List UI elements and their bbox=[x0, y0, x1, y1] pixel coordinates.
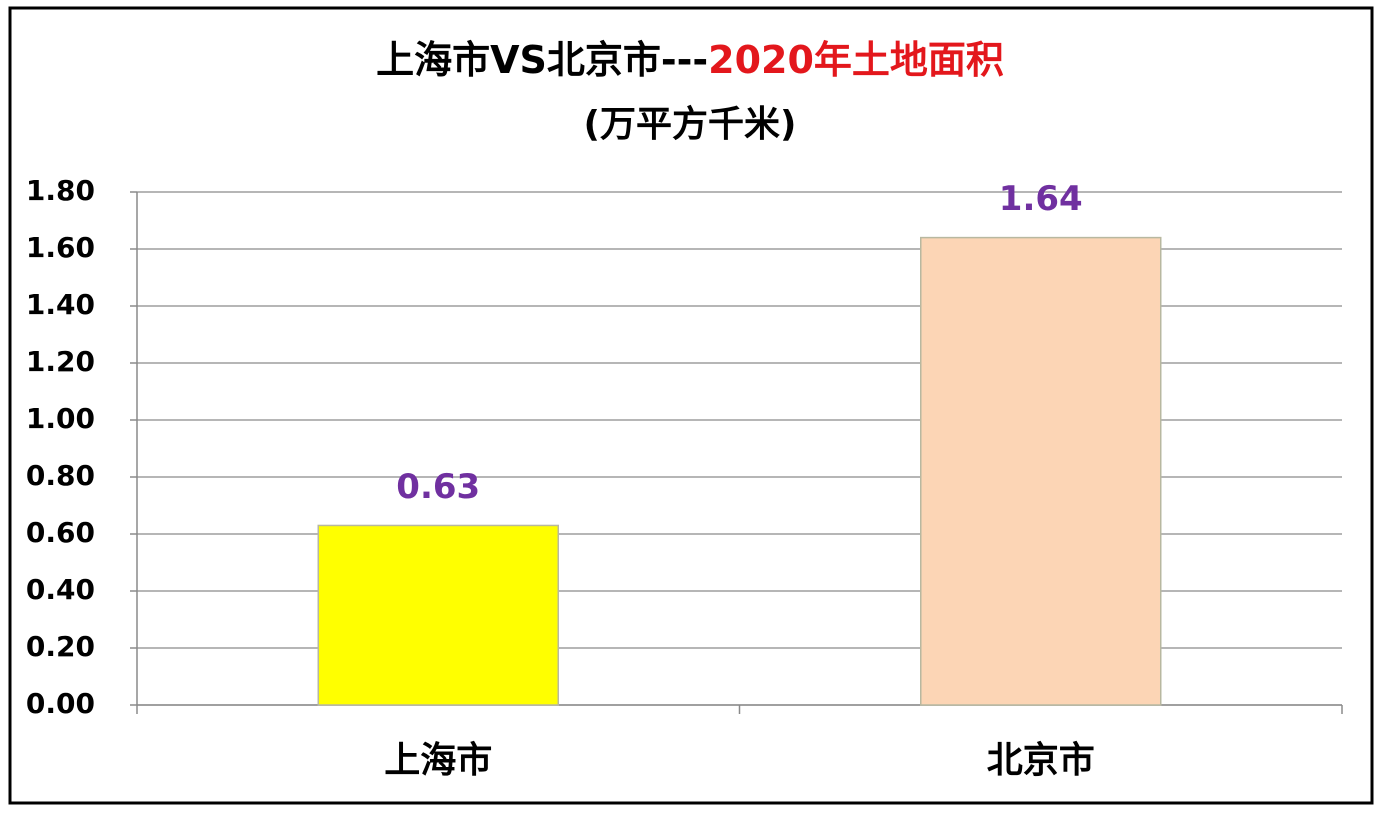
y-tick-label: 1.20 bbox=[26, 345, 95, 378]
y-tick-label: 1.40 bbox=[26, 288, 95, 321]
title-part: 2020年土地面积 bbox=[708, 38, 1004, 82]
y-tick-label: 0.60 bbox=[26, 516, 95, 549]
y-tick-label: 0.80 bbox=[26, 459, 95, 492]
x-tick-label: 北京市 bbox=[987, 739, 1095, 781]
y-tick-label: 1.80 bbox=[26, 174, 95, 207]
y-tick-label: 0.00 bbox=[26, 687, 95, 720]
x-tick-label: 上海市 bbox=[384, 740, 492, 781]
value-label: 0.63 bbox=[396, 467, 480, 507]
bar bbox=[920, 236, 1162, 706]
chart-subtitle: (万平方千米) bbox=[584, 104, 797, 145]
bar bbox=[317, 524, 559, 706]
y-tick-label: 0.20 bbox=[26, 630, 95, 663]
y-tick-label: 1.00 bbox=[26, 402, 95, 435]
value-label: 1.64 bbox=[999, 179, 1083, 219]
title-part: 上海市VS北京市--- bbox=[376, 38, 708, 82]
chart-title: 上海市VS北京市---2020年土地面积 bbox=[376, 38, 1004, 82]
y-tick-label: 0.40 bbox=[26, 573, 95, 606]
y-tick-label: 1.60 bbox=[26, 231, 95, 264]
